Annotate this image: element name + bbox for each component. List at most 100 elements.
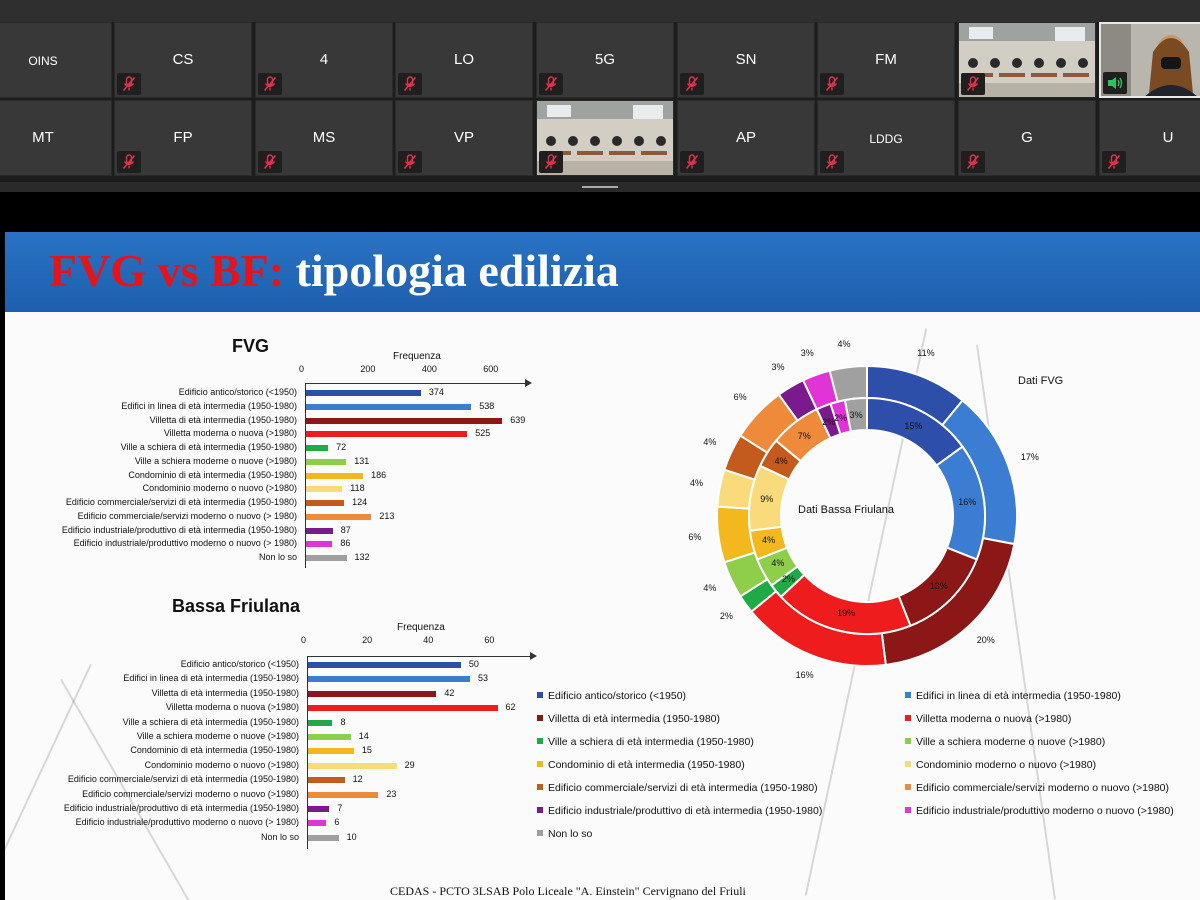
slice-label: 3% [849, 410, 863, 421]
participant-tile[interactable]: 5G [536, 22, 674, 98]
tick-label: 600 [483, 364, 499, 374]
category-label: Edificio industriale/produttivo moderno … [75, 817, 299, 828]
data-label: 7 [337, 803, 343, 813]
data-label: 374 [428, 387, 444, 397]
participant-tile[interactable]: OINS [0, 22, 112, 98]
participant-tile[interactable]: SN [677, 22, 815, 98]
participant-tile[interactable]: MS [255, 100, 393, 176]
slice-label: 9% [760, 494, 774, 505]
data-label: 62 [505, 702, 516, 713]
bar [308, 806, 330, 812]
legend-label: Edificio antico/storico (<1950) [548, 690, 687, 702]
slide-title: FVG vs BF: tipologia edilizia [49, 244, 619, 297]
bar [308, 762, 397, 769]
bar [306, 555, 347, 561]
bar [306, 472, 364, 479]
slice-label: 4% [774, 456, 788, 467]
legend-label: Condominio di età intermedia (1950-1980) [548, 759, 745, 771]
participant-tile[interactable]: U [1099, 100, 1200, 176]
bar [306, 513, 372, 520]
participant-tile[interactable] [958, 22, 1096, 98]
participant-tile[interactable]: 4 [255, 22, 393, 98]
tick-label: 60 [484, 635, 495, 645]
bar [306, 403, 472, 410]
bar [308, 719, 333, 726]
legend-label: Condominio moderno o nuovo (>1980) [916, 759, 1097, 771]
category-label: Edificio antico/storico (<1950) [178, 387, 297, 397]
y-axis-line [305, 383, 306, 568]
data-label: 6 [334, 817, 340, 828]
data-label: 132 [354, 552, 370, 562]
category-label: Condominio moderno o nuovo (>1980) [142, 483, 297, 494]
participant-name: FP [173, 129, 193, 146]
legend-swatch [905, 784, 911, 790]
legend-label: Villetta di età intermedia (1950-1980) [548, 713, 720, 725]
bar [308, 777, 345, 784]
muted-mic-icon [961, 73, 985, 95]
category-label: Villetta di età intermedia (1950-1980) [149, 414, 297, 425]
muted-mic-icon [258, 151, 282, 173]
bar [306, 445, 329, 451]
data-label: 87 [340, 524, 351, 535]
participant-name: AP [735, 129, 756, 146]
screen-share-area: FVG vs BF: tipologia edilizia FVG Frequen… [0, 192, 1200, 900]
muted-mic-icon [820, 73, 844, 95]
video-feed [1101, 24, 1200, 96]
data-label: 186 [371, 469, 387, 480]
legend-label: Edificio industriale/produttivo moderno … [916, 805, 1174, 817]
category-label: Ville a schiera di età intermedia (1950-… [122, 716, 299, 727]
legend-swatch [905, 692, 911, 698]
category-label: Ville a schiera moderne o nuove (>1980) [134, 455, 297, 466]
gallery-splitter[interactable] [0, 182, 1200, 192]
axis-arrow [525, 379, 532, 387]
legend-item: Ville a schiera di età intermedia (1950-… [537, 736, 754, 748]
participant-tile[interactable]: LO [395, 22, 533, 98]
category-label: Edificio commerciale/servizi moderno o n… [77, 510, 297, 521]
ring-label: Dati Bassa Friulana [798, 504, 894, 516]
legend-swatch [537, 761, 543, 767]
slice-label: 4% [703, 583, 717, 594]
data-label: 50 [468, 659, 479, 669]
legend-label: Ville a schiera moderne o nuove (>1980) [916, 736, 1106, 748]
participant-tile[interactable]: FP [114, 100, 252, 176]
axis-title: Frequenza [397, 622, 445, 633]
legend-swatch [537, 738, 543, 744]
legend-item: Villetta moderna o nuova (>1980) [905, 713, 1071, 725]
legend-label: Villetta moderna o nuova (>1980) [916, 713, 1072, 725]
legend-swatch [537, 692, 543, 698]
data-label: 118 [350, 483, 365, 494]
participant-tile[interactable] [1099, 22, 1200, 98]
splitter-grip[interactable] [582, 186, 618, 188]
legend-swatch [905, 738, 911, 744]
category-label: Edificio industriale/produttivo di età i… [63, 803, 299, 813]
title-red-part: FVG vs BF: [49, 245, 285, 296]
tick-label: 20 [362, 635, 373, 645]
participant-name: CS [172, 51, 194, 68]
participant-tile[interactable]: AP [677, 100, 815, 176]
slice-label: 4% [837, 339, 851, 350]
legend-swatch [537, 807, 543, 813]
category-label: Edificio commerciale/servizi moderno o n… [82, 788, 299, 799]
participant-tile[interactable]: LDDG [817, 100, 955, 176]
slice-label: 7% [797, 430, 811, 441]
category-label: Condominio di età intermedia (1950-1980) [130, 745, 299, 756]
bar [308, 820, 327, 827]
chart-title: Bassa Friulana [172, 596, 301, 616]
participant-tile[interactable]: CS [114, 22, 252, 98]
slice-label: 4% [703, 436, 717, 447]
legend-item: Edificio commerciale/servizi di età inte… [537, 782, 818, 794]
participant-tile[interactable] [536, 100, 674, 176]
participant-tile[interactable]: MT [0, 100, 112, 176]
participant-tile[interactable]: VP [395, 100, 533, 176]
legend-item: Edificio industriale/produttivo moderno … [905, 805, 1174, 817]
participant-tile[interactable]: G [958, 100, 1096, 176]
bar [308, 705, 498, 712]
participant-name: LDDG [869, 132, 903, 146]
slice-label: 4% [762, 534, 776, 545]
participant-tile[interactable]: FM [817, 22, 955, 98]
tick-label: 0 [299, 364, 305, 374]
legend-label: Edifici in linea di età intermedia (1950… [916, 690, 1121, 702]
bar [306, 390, 421, 396]
data-label: 639 [510, 414, 526, 425]
data-label: 12 [352, 774, 363, 785]
